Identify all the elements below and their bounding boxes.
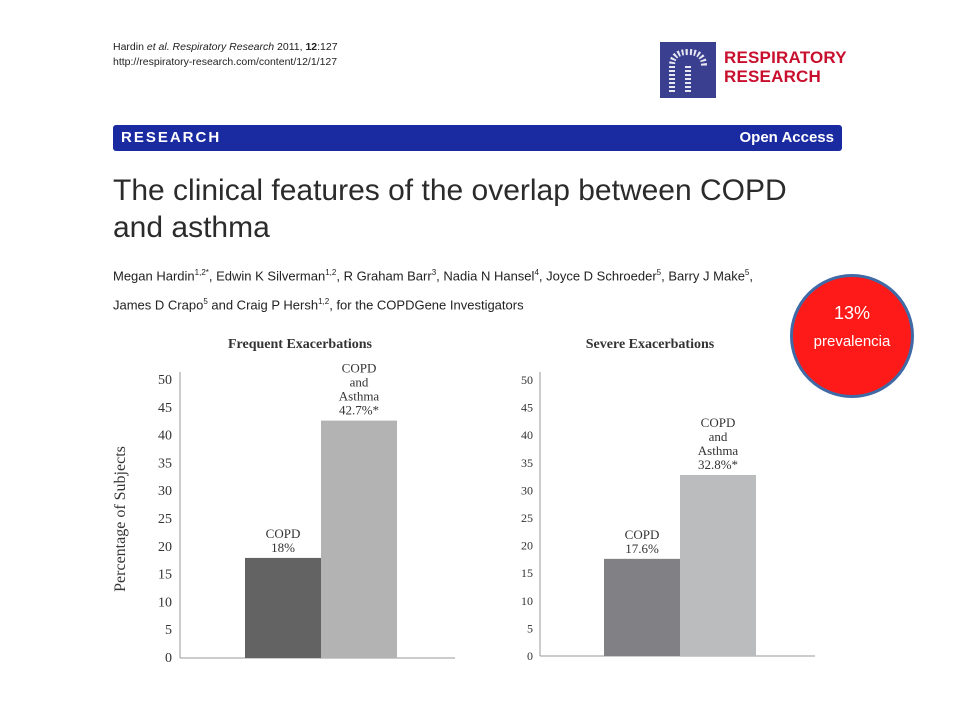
y-tick-label: 15 [158,568,172,583]
y-tick-label: 50 [521,373,533,387]
y-tick-label: 20 [158,540,172,555]
y-tick-label: 25 [158,512,172,527]
journal-logo: RESPIRATORY RESEARCH [660,40,850,100]
logo-mark-svg [669,48,707,92]
y-tick-label: 40 [158,429,172,444]
author-line-1: Megan Hardin1,2*, Edwin K Silverman1,2, … [113,260,833,289]
y-tick-label: 30 [521,483,533,497]
citation-line: Hardin et al. Respiratory Research 2011,… [113,40,338,55]
author-name: , Edwin K Silverman [208,268,326,284]
y-tick-label: 45 [521,401,533,415]
citation-url[interactable]: http://respiratory-research.com/content/… [113,56,338,68]
y-axis-label: Percentage of Subjects [112,446,129,592]
citation-authors: Hardin [113,41,147,53]
y-tick-label: 5 [527,621,533,635]
author-list: Megan Hardin1,2*, Edwin K Silverman1,2, … [113,260,833,319]
author-name: , Barry J Make [661,268,745,284]
bar-data-label: COPD [342,361,377,376]
banner-research-label: RESEARCH [121,129,222,146]
author-affiliation: 1,2 [318,297,330,307]
author-affiliation: 1,2 [325,268,337,277]
citation: Hardin et al. Respiratory Research 2011,… [113,40,338,70]
frequent-exacerbations-chart: Frequent Exacerbations Percentage of Subj… [112,337,455,666]
y-tick-label: 40 [521,428,533,442]
bar-data-label: 17.6% [625,541,659,556]
citation-volume: 12 [305,41,318,53]
y-tick-label: 30 [158,484,172,499]
prevalence-badge: 13% prevalencia [790,274,914,398]
citation-year: 2011, [274,41,306,53]
y-tick-label: 45 [158,401,172,416]
bar-copd-asthma [321,420,397,658]
y-tick-label: 5 [165,623,172,638]
author-name: , for the COPDGene Investigators [329,297,524,313]
y-tick-label: 0 [527,649,533,663]
author-name: and Craig P Hersh [207,297,319,313]
author-name: , R Graham Barr [336,268,432,284]
author-affiliation: 4 [534,268,539,277]
bar-data-label: Asthma [339,389,380,404]
chart-title: Frequent Exacerbations [228,337,373,352]
citation-etal: et al. [146,41,170,53]
bar-data-label: COPD [701,415,736,430]
logo-line-1: RESPIRATORY [724,48,847,67]
author-affiliation: 1,2* [194,268,209,277]
bar-data-label: 32.8%* [698,457,738,472]
bar-data-label: and [709,429,728,444]
y-tick-label: 0 [165,651,172,666]
citation-article: :127 [317,41,338,53]
bar-data-label: COPD [625,527,660,542]
bar-data-label: and [350,375,369,390]
citation-journal: Respiratory Research [169,41,275,53]
journal-logo-text: RESPIRATORY RESEARCH [724,48,847,86]
severe-exacerbations-chart: Severe Exacerbations 0 5 10 15 20 25 30 35 40 45 50… [521,337,815,663]
y-tick-label: 10 [158,595,172,610]
bar-data-label: 18% [271,540,295,555]
author-name: Megan Hardin [113,268,195,284]
y-tick-label: 15 [521,566,533,580]
y-tick-label: 25 [521,511,533,525]
author-name: , [749,268,753,284]
bar-copd [245,557,321,658]
author-affiliation: 5 [744,268,750,277]
author-affiliation: 5 [203,297,208,307]
bar-copd [604,558,680,656]
banner-open-access-label: Open Access [739,129,835,146]
author-affiliation: 5 [656,268,662,277]
chart-title: Severe Exacerbations [586,337,715,352]
y-tick-label: 50 [158,373,172,388]
y-tick-label: 35 [521,456,533,470]
bar-data-label: COPD [266,526,301,541]
author-name: , Joyce D Schroeder [538,268,657,284]
y-tick-label: 10 [521,594,533,608]
logo-line-2: RESEARCH [724,67,822,86]
bar-data-label: 42.7%* [339,403,379,418]
author-name: James D Crapo [113,297,204,313]
y-tick-label: 20 [521,539,533,553]
y-tick-label: 35 [158,456,172,471]
badge-percent: 13% [833,303,871,323]
badge-label: prevalencia [813,333,891,350]
article-title: The clinical features of the overlap bet… [113,174,787,244]
bar-data-label: Asthma [698,443,739,458]
journal-logo-icon [660,42,716,98]
section-banner: RESEARCH Open Access [113,125,842,151]
author-line-2: James D Crapo5 and Craig P Hersh1,2, for… [113,289,833,318]
bar-copd-asthma [680,474,756,656]
author-affiliation: 3 [431,268,437,277]
author-name: , Nadia N Hansel [436,268,535,284]
